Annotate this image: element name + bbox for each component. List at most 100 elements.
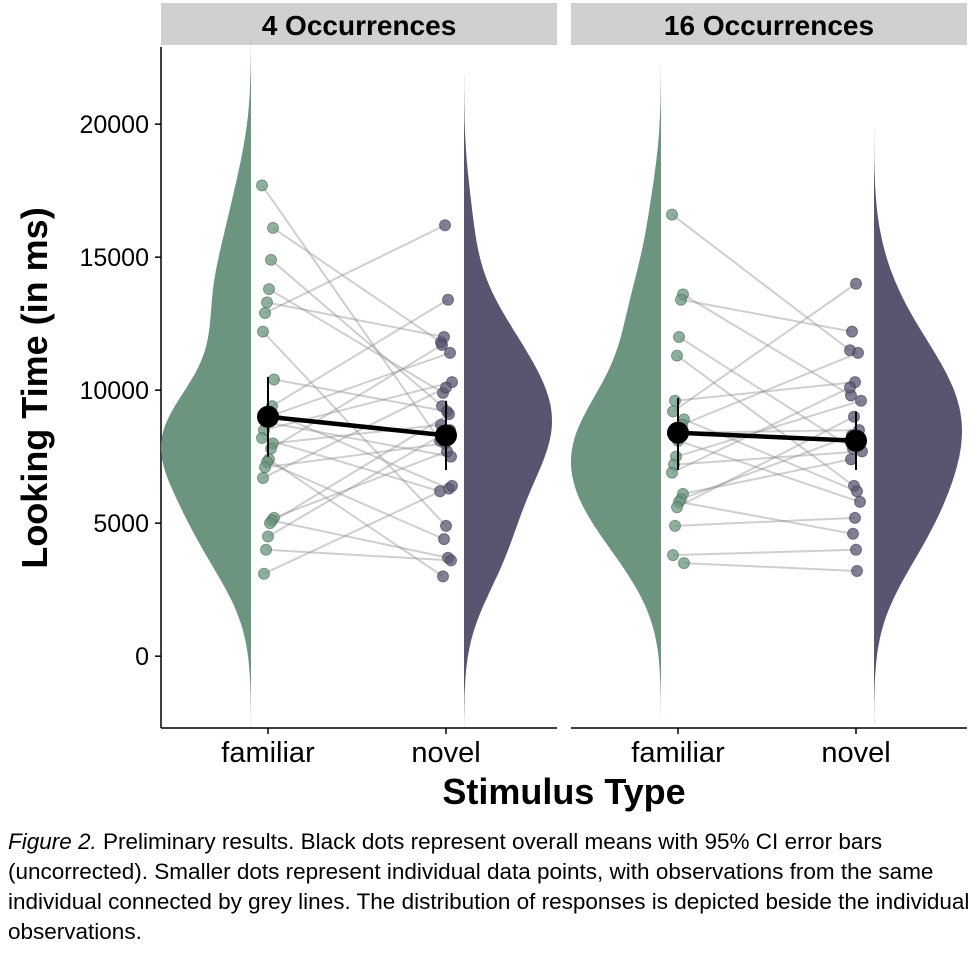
participant-line — [262, 330, 447, 527]
point-novel — [440, 381, 452, 394]
point-familiar — [257, 325, 269, 338]
point-novel — [436, 338, 448, 351]
point-familiar — [264, 517, 276, 530]
point-novel — [854, 495, 866, 508]
participant-line — [680, 298, 853, 333]
mean-line — [267, 414, 447, 438]
point-familiar — [258, 567, 270, 580]
mean-line — [677, 430, 857, 443]
participant-line — [672, 548, 857, 557]
participant-line — [263, 485, 453, 575]
point-novel — [855, 394, 867, 407]
y-tick-label: 5000 — [93, 510, 149, 538]
point-familiar — [256, 179, 268, 192]
y-tick-label: 10000 — [79, 377, 149, 405]
point-familiar — [262, 530, 274, 543]
y-tick-label: 20000 — [79, 111, 149, 139]
panel-title: 16 Occurrences — [664, 10, 874, 41]
participant-line — [675, 399, 862, 458]
participant-line — [671, 213, 851, 352]
point-familiar — [666, 208, 678, 221]
point-familiar — [257, 471, 269, 484]
participant-line — [682, 293, 852, 397]
violin-familiar — [161, 32, 251, 727]
participant-line — [266, 461, 445, 541]
point-novel — [440, 519, 452, 532]
point-familiar — [260, 543, 272, 556]
participant-line — [270, 259, 443, 407]
point-novel — [848, 410, 860, 423]
mean-point-novel — [845, 429, 867, 452]
participant-line — [271, 298, 449, 407]
participant-line — [268, 288, 444, 394]
axes-layer: 0 5000 10000 15000 20000 — [79, 47, 162, 728]
point-novel — [438, 533, 450, 546]
mean-point-familiar — [257, 405, 279, 428]
point-novel — [444, 346, 456, 359]
participant-line — [683, 418, 858, 493]
point-familiar — [268, 373, 280, 386]
point-novel — [439, 219, 451, 232]
point-novel — [446, 479, 458, 492]
point-novel — [845, 453, 857, 466]
participant-line — [683, 562, 858, 573]
participant-line — [266, 301, 445, 338]
violin-novel — [874, 130, 962, 725]
participant-line — [261, 437, 441, 493]
participant-line — [263, 381, 453, 432]
point-novel — [434, 485, 446, 498]
panel-1: 4 Occurrences familiar novel — [161, 3, 557, 769]
y-tick-label: 0 — [135, 643, 149, 671]
participant-line — [680, 434, 853, 501]
point-familiar — [671, 501, 683, 514]
point-familiar — [256, 432, 268, 445]
point-familiar — [671, 349, 683, 362]
panel-strip — [161, 3, 557, 45]
participant-line — [261, 184, 441, 442]
caption-lead: Figure 2. — [8, 829, 97, 854]
point-familiar — [259, 461, 271, 474]
figure-caption: Figure 2. Preliminary results. Black dot… — [8, 827, 976, 947]
point-familiar — [667, 405, 679, 418]
participant-line — [273, 450, 448, 519]
point-familiar — [261, 296, 273, 309]
point-novel — [846, 325, 858, 338]
y-tick-label: 15000 — [79, 244, 149, 272]
point-familiar — [669, 519, 681, 532]
participant-line — [267, 351, 451, 418]
point-familiar — [267, 221, 279, 234]
participant-line — [672, 282, 857, 413]
point-novel — [850, 277, 862, 290]
participant-line — [265, 548, 452, 562]
point-novel — [849, 511, 861, 524]
x-axis-title: Stimulus Type — [442, 771, 685, 812]
participant-line — [671, 386, 851, 474]
point-novel — [442, 293, 454, 306]
point-familiar — [666, 466, 678, 479]
violin-novel — [464, 72, 552, 730]
participant-line — [271, 519, 449, 559]
x-tick-label: novel — [411, 737, 480, 769]
point-familiar — [259, 307, 271, 320]
participant-line — [267, 429, 451, 538]
point-familiar — [265, 253, 277, 266]
participant-line — [264, 442, 446, 469]
participant-line — [273, 378, 448, 413]
point-novel — [851, 485, 863, 498]
participant-line — [676, 354, 855, 487]
participant-line — [265, 421, 452, 458]
mean-point-familiar — [667, 421, 689, 444]
participant-line — [262, 386, 447, 479]
point-novel — [445, 554, 457, 567]
participant-line — [270, 344, 443, 450]
caption-text: Preliminary results. Black dots represen… — [8, 829, 970, 944]
participant-line — [682, 458, 852, 495]
point-familiar — [263, 283, 275, 296]
participant-line — [272, 227, 442, 344]
point-familiar — [667, 549, 679, 562]
point-novel — [851, 565, 863, 578]
participant-line — [673, 450, 863, 466]
participant-line — [269, 410, 450, 490]
x-tick-label: familiar — [221, 737, 315, 769]
